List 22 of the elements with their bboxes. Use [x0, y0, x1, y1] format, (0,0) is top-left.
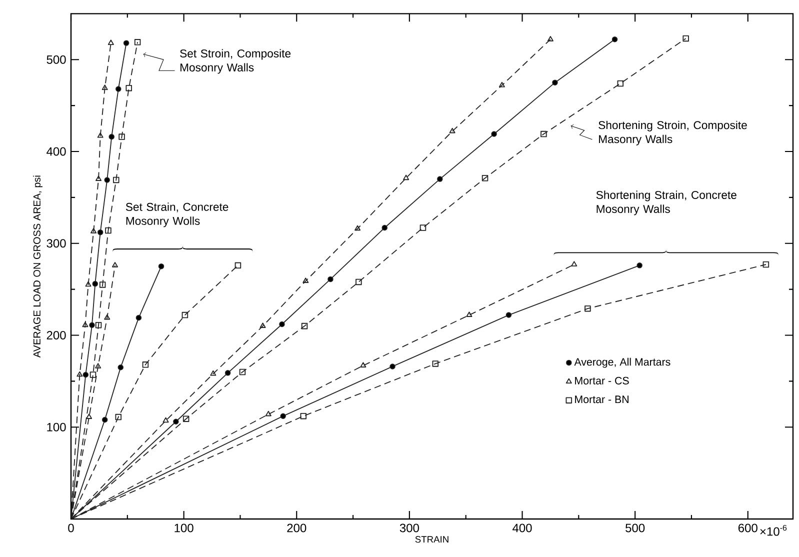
x-tick-label: 600 — [738, 524, 758, 532]
x-axis-title: STRAIN — [415, 536, 448, 543]
y-tick-label: 500 — [46, 55, 66, 64]
y-tick-label: 400 — [46, 147, 66, 156]
y-tick-label: 300 — [46, 239, 66, 248]
x-tick-label: 0 — [68, 524, 74, 532]
x-tick-label: 500 — [626, 524, 645, 532]
y-axis-title: AVERAGE LOAD ON GROSS AREA, psi — [33, 176, 42, 358]
annotation: Shortening Stroin, Composite Masonry Walls — [598, 120, 747, 146]
annotation: Set Strain, Concrete Mosonry Wolls — [126, 202, 228, 228]
y-tick-label: 200 — [46, 330, 66, 340]
x-tick-label: 200 — [287, 524, 306, 532]
legend-label: Averoge, All Martars — [574, 358, 670, 368]
x-tick-label: 100 — [174, 524, 194, 532]
legend-label: Mortar - CS — [575, 376, 629, 384]
y-tick-label: 100 — [47, 422, 66, 432]
text: ×10$^{-6}$ — [760, 524, 787, 536]
annotation: Shortening Strain, Concrete Mosonry Walls — [596, 190, 736, 216]
legend-label: Mortar - BN — [575, 396, 628, 404]
annotation: Set Stroin, Composite Mosonry Walls — [180, 49, 291, 74]
x-tick-label: 400 — [512, 524, 532, 532]
x-tick-label: 300 — [400, 524, 419, 532]
